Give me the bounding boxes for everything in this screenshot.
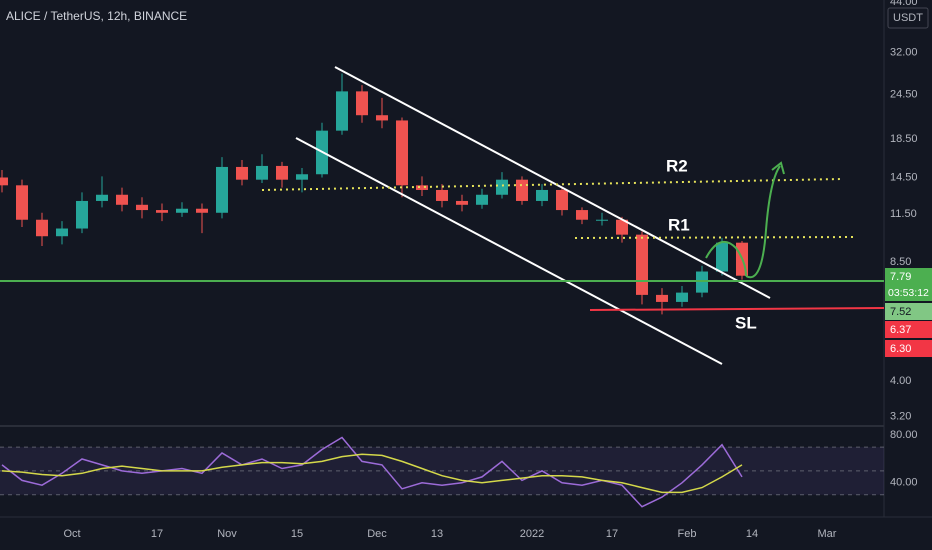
candle-body	[276, 165, 288, 180]
candle-body	[696, 271, 708, 293]
candle-body	[676, 292, 688, 302]
price-tick-label: 18.50	[890, 133, 918, 145]
stop-loss-line	[589, 307, 885, 311]
time-tick-label: 17	[151, 528, 163, 540]
candle-body	[236, 166, 248, 180]
channel-upper	[334, 66, 771, 299]
time-tick-label: 14	[746, 528, 758, 540]
price-tick-label: 32.00	[890, 46, 918, 58]
candle-body	[356, 91, 368, 116]
candle-body	[136, 204, 148, 211]
candle-body	[336, 91, 348, 131]
price-tag	[885, 340, 932, 357]
price-tag-label: 7.79	[890, 271, 911, 283]
time-tick-label: 2022	[520, 528, 544, 540]
time-tick-label: Oct	[63, 528, 80, 540]
projection-arrow	[745, 165, 781, 279]
price-tick-label: 3.20	[890, 410, 911, 422]
time-tick-label: Nov	[217, 528, 237, 540]
candle-body	[556, 189, 568, 211]
candle-body	[36, 219, 48, 237]
candle-body	[156, 210, 168, 213]
candle-body	[476, 194, 488, 205]
candles	[0, 73, 748, 315]
sl-label: SL	[735, 313, 757, 332]
candle-body	[176, 208, 188, 213]
candle-body	[436, 189, 448, 201]
r1-label: R1	[668, 215, 690, 234]
candle-body	[196, 208, 208, 213]
candle-body	[536, 189, 548, 201]
candle-body	[56, 228, 68, 237]
candle-body	[396, 120, 408, 186]
time-tick-label: Mar	[818, 528, 837, 540]
candle-body	[616, 219, 628, 235]
candle-body	[96, 194, 108, 201]
price-tag	[885, 303, 932, 320]
candle-body	[256, 165, 268, 180]
rsi-tick-label: 40.00	[890, 477, 918, 489]
price-tag	[885, 321, 932, 338]
candle-body	[656, 294, 668, 302]
price-tick-label: 44.00	[890, 0, 918, 8]
rsi-line	[1, 453, 743, 494]
candle-body	[376, 115, 388, 121]
channel-lower	[295, 137, 723, 365]
price-tick-label: 24.50	[890, 88, 918, 100]
rsi-line	[1, 436, 743, 508]
time-tick-label: 13	[431, 528, 443, 540]
r2-line	[261, 178, 843, 191]
symbol-title: ALICE / TetherUS, 12h, BINANCE	[6, 9, 187, 23]
axes: 44.00 32.00 24.50 18.50 14.50 11.50 8.50 4.00 3.…	[63, 0, 932, 540]
candle-body	[456, 200, 468, 205]
candle-body	[16, 185, 28, 220]
r2-label: R2	[666, 156, 688, 175]
price-tick-label: 4.00	[890, 375, 911, 387]
candle-body	[596, 219, 608, 221]
rsi-pane	[0, 436, 884, 508]
time-tick-label: 17	[606, 528, 618, 540]
price-tag-label: 7.52	[890, 306, 911, 318]
candle-body	[76, 200, 88, 229]
countdown: 03:53:12	[888, 287, 929, 299]
price-tick-label: 11.50	[890, 208, 917, 220]
price-tick-label: 8.50	[890, 256, 911, 268]
price-tag	[885, 268, 932, 301]
currency-box[interactable]	[887, 7, 929, 29]
time-tick-label: Dec	[367, 528, 387, 540]
arrow-head	[771, 161, 785, 175]
time-tick-label: Feb	[678, 528, 697, 540]
projection-arc	[705, 240, 747, 277]
rsi-tick-label: 80.00	[890, 429, 918, 441]
price-tag-label: 6.30	[890, 343, 911, 355]
candle-body	[716, 242, 728, 272]
candle-body	[296, 174, 308, 180]
candle-body	[416, 185, 428, 190]
candle-body	[636, 234, 648, 295]
time-tick-label: 15	[291, 528, 303, 540]
candle-body	[0, 177, 8, 186]
price-tick-label: 14.50	[890, 171, 918, 183]
candle-body	[496, 179, 508, 195]
price-tag-label: 6.37	[890, 324, 911, 336]
candle-body	[116, 194, 128, 205]
candle-body	[576, 210, 588, 220]
candle-body	[516, 179, 528, 201]
candle-body	[216, 166, 228, 213]
currency-label[interactable]: USDT	[893, 12, 923, 24]
